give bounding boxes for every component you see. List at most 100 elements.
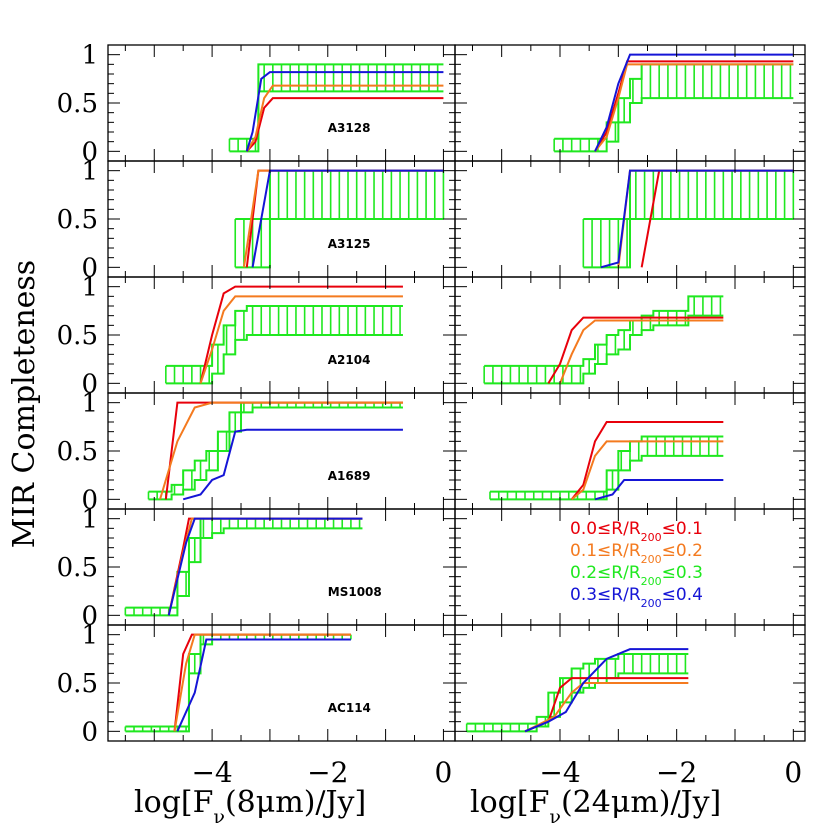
legend-subscript: 200	[641, 531, 662, 544]
x-tick-label: 0	[435, 756, 453, 789]
legend-text: ≤0.3	[662, 563, 703, 583]
panel-A2104-right	[483, 295, 724, 385]
green-band-lower	[466, 672, 689, 733]
green-band-upper	[554, 63, 794, 140]
y-tick-label: 0.5	[57, 321, 98, 351]
panel-A1689-left	[147, 401, 403, 501]
green-band-upper	[148, 401, 403, 493]
y-tick-label: 0.5	[57, 89, 98, 119]
panel-A3128-right	[553, 53, 794, 153]
y-tick-label: 0.5	[57, 669, 98, 699]
series-red-line	[167, 517, 363, 616]
y-tick-label: 0	[81, 717, 98, 747]
series-red-line	[199, 285, 403, 384]
panel-frame	[107, 624, 456, 742]
legend: 0.0≤R/R200≤0.10.1≤R/R200≤0.20.2≤R/R200≤0…	[570, 519, 703, 610]
series-blue-line	[167, 517, 363, 616]
green-band-upper	[125, 633, 351, 728]
y-tick-label: 0.5	[57, 437, 98, 467]
series-red-line	[570, 421, 724, 500]
cluster-label: A3125	[328, 237, 371, 251]
y-tick-label: 0	[81, 137, 98, 167]
series-orange-line	[167, 517, 363, 616]
cluster-label: A1689	[328, 469, 371, 483]
series-orange-line	[559, 319, 724, 384]
series-blue-line	[176, 638, 351, 732]
y-tick-label: 0	[81, 253, 98, 283]
series-blue-line	[594, 53, 794, 152]
panel-frame	[107, 44, 456, 162]
series-orange-line	[594, 63, 794, 152]
series-orange-line	[173, 633, 351, 732]
legend-text: 0.2≤R/R	[570, 563, 641, 583]
legend-entry: 0.0≤R/R200≤0.1	[570, 519, 703, 544]
y-tick-label: 0.5	[57, 553, 98, 583]
series-red-line	[547, 316, 724, 384]
panel-A3125-left	[234, 169, 445, 269]
legend-entry: 0.1≤R/R200≤0.2	[570, 541, 703, 566]
y-tick-label: 0	[81, 601, 98, 631]
legend-subscript: 200	[641, 575, 662, 588]
panel-grid	[124, 53, 795, 733]
cluster-label: AC114	[328, 701, 371, 715]
y-tick-label: 1	[81, 41, 98, 71]
cluster-label: MS1008	[328, 585, 382, 599]
y-tick-label: 1	[81, 273, 98, 303]
legend-subscript: 200	[641, 597, 662, 610]
series-orange-line	[524, 682, 689, 733]
legend-text: ≤0.2	[662, 541, 703, 561]
y-tick-label: 1	[81, 157, 98, 187]
green-band-lower	[125, 638, 351, 733]
axis-labels: A3128A3125A2104A1689MS1008AC11400.5100.5…	[57, 41, 803, 789]
legend-text: 0.3≤R/R	[570, 585, 641, 605]
series-blue-line	[600, 169, 794, 269]
y-tick-label: 1	[81, 621, 98, 651]
panel-A2104-left	[165, 285, 403, 385]
x-tick-label: −4	[191, 756, 232, 789]
y-axis-label: MIR Completeness	[7, 260, 42, 548]
green-band-lower	[554, 97, 794, 153]
series-blue-line	[594, 479, 724, 501]
series-blue-line	[182, 428, 403, 501]
x-tick-label: −2	[656, 756, 697, 789]
axis-ticks	[108, 45, 805, 741]
y-tick-label: 0	[81, 369, 98, 399]
y-tick-label: 1	[81, 505, 98, 535]
green-band-lower	[583, 218, 794, 269]
legend-entry: 0.3≤R/R200≤0.4	[570, 585, 703, 610]
legend-text: ≤0.4	[662, 585, 703, 605]
panel-A3128-left	[228, 63, 444, 153]
green-band-upper	[165, 305, 403, 367]
y-tick-label: 0.5	[57, 205, 98, 235]
series-red-line	[594, 60, 794, 152]
green-band-lower	[484, 314, 724, 385]
green-band-upper	[490, 435, 724, 493]
series-orange-line	[245, 84, 444, 152]
x-axis-label-left: log[Fν(8μm)/Jy]	[134, 785, 366, 828]
x-tick-label: −4	[539, 756, 580, 789]
green-band-lower	[490, 454, 724, 501]
panel-AC114-right	[465, 648, 689, 733]
green-band-upper	[484, 295, 724, 367]
x-tick-label: −2	[307, 756, 348, 789]
series-red-line	[164, 401, 403, 500]
legend-text: 0.1≤R/R	[570, 541, 641, 561]
y-tick-label: 0	[81, 485, 98, 515]
series-orange-line	[571, 440, 724, 501]
series-orange-line	[159, 401, 403, 500]
y-tick-label: 1	[81, 389, 98, 419]
series-orange-line	[199, 295, 403, 384]
cluster-label: A3128	[328, 121, 371, 135]
legend-text: 0.0≤R/R	[570, 519, 641, 539]
green-band-lower	[125, 527, 363, 617]
series-blue-line	[245, 71, 444, 152]
legend-text: ≤0.1	[662, 519, 703, 539]
green-band-lower	[165, 334, 403, 385]
panel-A1689-right	[489, 421, 724, 501]
series-blue-line	[524, 648, 689, 733]
x-tick-label: 0	[784, 756, 802, 789]
panel-MS1008-left	[124, 517, 363, 617]
legend-subscript: 200	[641, 553, 662, 566]
series-red-line	[246, 97, 444, 153]
